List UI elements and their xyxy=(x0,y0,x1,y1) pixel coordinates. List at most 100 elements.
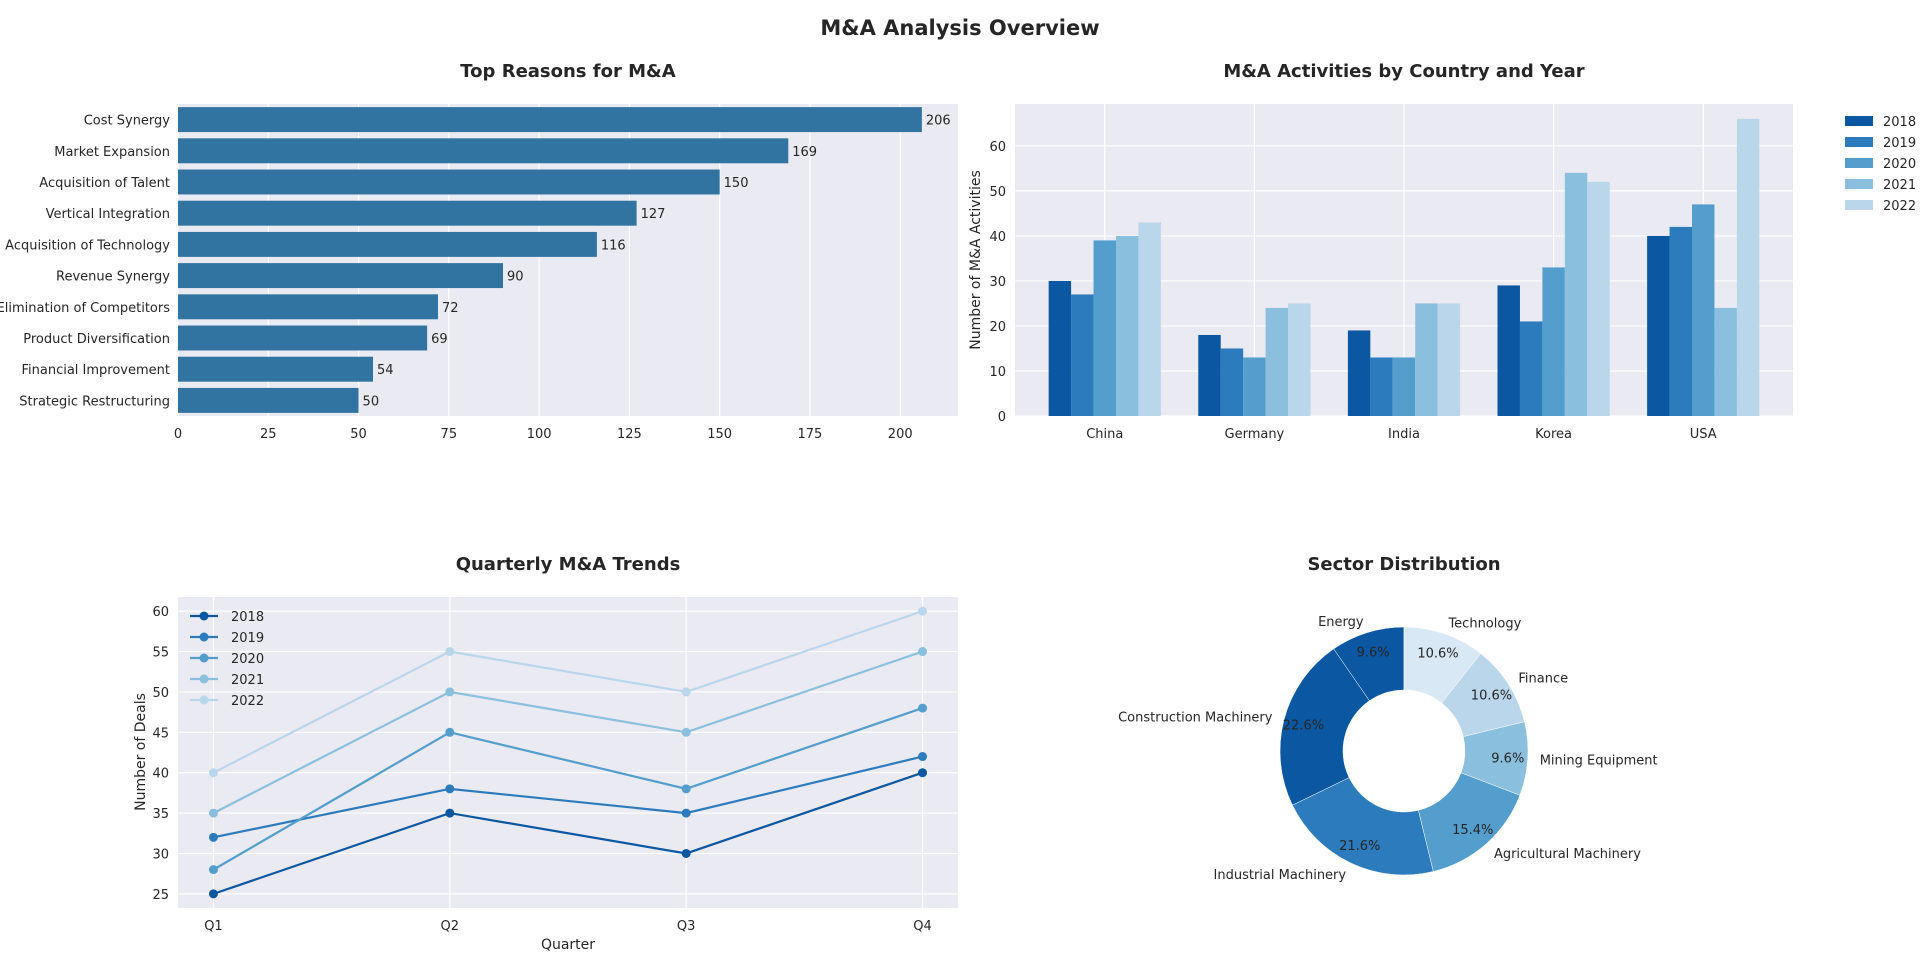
bar-india-2018 xyxy=(1347,330,1371,416)
x-tick-label-200: 200 xyxy=(888,427,913,442)
slice-technology xyxy=(1403,626,1481,704)
line-2022 xyxy=(212,610,923,774)
bar-product-diversification xyxy=(178,325,428,351)
bar-korea-2018 xyxy=(1497,285,1520,416)
legend-quarterly-trends: 2018 2019 2020 2021 2022 xyxy=(190,610,264,709)
point-2021-q4 xyxy=(918,647,928,657)
y-tick-label-60: 60 xyxy=(989,140,1006,155)
bar-usa-2019 xyxy=(1669,226,1693,416)
category-label-product-diversification: Product Diversification xyxy=(23,332,170,347)
plot-area-quarterly-trends xyxy=(178,597,958,908)
slice-industrial-machinery xyxy=(1292,777,1434,876)
x-tick-label-q1: Q1 xyxy=(204,919,223,934)
category-label-revenue-synergy: Revenue Synergy xyxy=(56,270,170,285)
bar-germany-2021 xyxy=(1265,307,1289,416)
x-tick-label-q2: Q2 xyxy=(441,919,460,934)
legend-marker-2019 xyxy=(199,632,209,642)
line-2020 xyxy=(212,707,923,871)
legend-label-2020: 2020 xyxy=(1883,157,1916,172)
y-tick-label-30: 30 xyxy=(152,847,169,862)
grid-quarterly-trends xyxy=(178,597,958,908)
point-2019-q2 xyxy=(445,784,455,794)
bar-usa-2020 xyxy=(1692,204,1715,416)
panel-top-reasons: Top Reasons for M&A Cost Synergy Market E… xyxy=(0,61,958,442)
point-2018-q4 xyxy=(918,768,928,778)
x-tick-label-q4: Q4 xyxy=(913,919,932,934)
bar-korea-2022 xyxy=(1587,181,1610,416)
x-tick-label-0: 0 xyxy=(174,427,182,442)
point-2020-q2 xyxy=(445,727,455,737)
pct-label-agricultural-machinery: 15.4% xyxy=(1452,823,1493,838)
x-tick-label-china: China xyxy=(1086,427,1123,442)
lines-quarterly-trends xyxy=(208,606,928,899)
legend-marker-2022 xyxy=(199,695,209,705)
bar-india-2022 xyxy=(1437,303,1461,416)
y-ticks-quarterly-trends: 25 30 35 40 45 50 55 60 xyxy=(152,605,169,903)
bar-china-2022 xyxy=(1138,222,1161,416)
x-tick-label-korea: Korea xyxy=(1535,427,1572,442)
bar-china-2021 xyxy=(1115,235,1139,416)
point-2022-q4 xyxy=(918,606,928,616)
y-tick-label-45: 45 xyxy=(152,726,169,741)
pct-label-technology: 10.6% xyxy=(1417,647,1458,662)
panel-title-sector-distribution: Sector Distribution xyxy=(1307,554,1500,575)
legend-swatch-2019 xyxy=(1845,137,1873,147)
bars-country-year xyxy=(1048,118,1760,416)
dashboard-title: M&A Analysis Overview xyxy=(820,16,1099,40)
slice-label-finance: Finance xyxy=(1518,671,1568,686)
legend-label-2022: 2022 xyxy=(231,694,264,709)
pct-label-energy: 9.6% xyxy=(1357,646,1390,661)
data-labels-top-reasons: 206 169 150 127 116 90 72 69 54 50 xyxy=(363,114,951,410)
y-tick-label-25: 25 xyxy=(152,888,169,903)
y-tick-label-10: 10 xyxy=(989,365,1006,380)
panel-title-top-reasons: Top Reasons for M&A xyxy=(460,61,675,82)
slice-label-industrial-machinery: Industrial Machinery xyxy=(1214,868,1347,883)
bar-korea-2020 xyxy=(1542,267,1565,416)
bar-china-2020 xyxy=(1093,240,1116,416)
category-labels-top-reasons: Cost Synergy Market Expansion Acquisition … xyxy=(0,114,170,410)
x-tick-label-100: 100 xyxy=(527,427,552,442)
bar-india-2019 xyxy=(1370,357,1393,416)
data-label-financial-improvement: 54 xyxy=(377,363,394,378)
legend-label-2021: 2021 xyxy=(231,673,264,688)
data-label-market-expansion: 169 xyxy=(792,145,817,160)
data-label-acquisition-of-technology: 116 xyxy=(601,238,626,253)
y-tick-label-40: 40 xyxy=(152,767,169,782)
x-tick-label-usa: USA xyxy=(1690,427,1717,442)
slice-label-construction-machinery: Construction Machinery xyxy=(1118,710,1273,725)
pct-label-construction-machinery: 22.6% xyxy=(1283,719,1324,734)
data-label-product-diversification: 69 xyxy=(431,332,448,347)
y-tick-label-35: 35 xyxy=(152,807,169,822)
category-label-elimination-of-competitors: Elimination of Competitors xyxy=(0,301,170,316)
x-tick-label-125: 125 xyxy=(617,427,642,442)
point-2019-q4 xyxy=(918,752,928,762)
y-tick-label-20: 20 xyxy=(989,320,1006,335)
panel-quarterly-trends: Quarterly M&A Trends Q1 Q2 Q3 Q4 25 30 35 40 45… xyxy=(133,554,958,953)
bar-usa-2018 xyxy=(1647,235,1670,416)
data-label-revenue-synergy: 90 xyxy=(507,270,524,285)
category-label-financial-improvement: Financial Improvement xyxy=(21,363,170,378)
bar-usa-2022 xyxy=(1736,118,1760,416)
line-2019 xyxy=(213,755,923,839)
category-label-vertical-integration: Vertical Integration xyxy=(46,207,170,222)
bar-korea-2019 xyxy=(1519,321,1543,416)
bar-strategic-restructuring xyxy=(178,387,359,413)
y-tick-label-50: 50 xyxy=(989,185,1006,200)
legend-label-2018: 2018 xyxy=(1883,115,1916,130)
slice-label-mining-equipment: Mining Equipment xyxy=(1540,754,1658,769)
slice-label-agricultural-machinery: Agricultural Machinery xyxy=(1494,847,1641,862)
bar-germany-2019 xyxy=(1220,348,1244,416)
x-ticks-country-year: China Germany India Korea USA xyxy=(1086,427,1717,442)
pct-label-finance: 10.6% xyxy=(1471,689,1512,704)
category-label-strategic-restructuring: Strategic Restructuring xyxy=(19,394,170,409)
legend-label-2021: 2021 xyxy=(1883,178,1916,193)
bar-china-2019 xyxy=(1071,294,1094,416)
x-tick-label-150: 150 xyxy=(707,427,732,442)
legend-label-2020: 2020 xyxy=(231,652,264,667)
x-axis-label-quarterly-trends: Quarter xyxy=(541,937,595,953)
y-tick-label-55: 55 xyxy=(152,646,169,661)
legend-country-year: 2018 2019 2020 2021 2022 xyxy=(1845,115,1916,214)
point-2018-q1 xyxy=(208,889,218,899)
x-tick-label-175: 175 xyxy=(798,427,823,442)
